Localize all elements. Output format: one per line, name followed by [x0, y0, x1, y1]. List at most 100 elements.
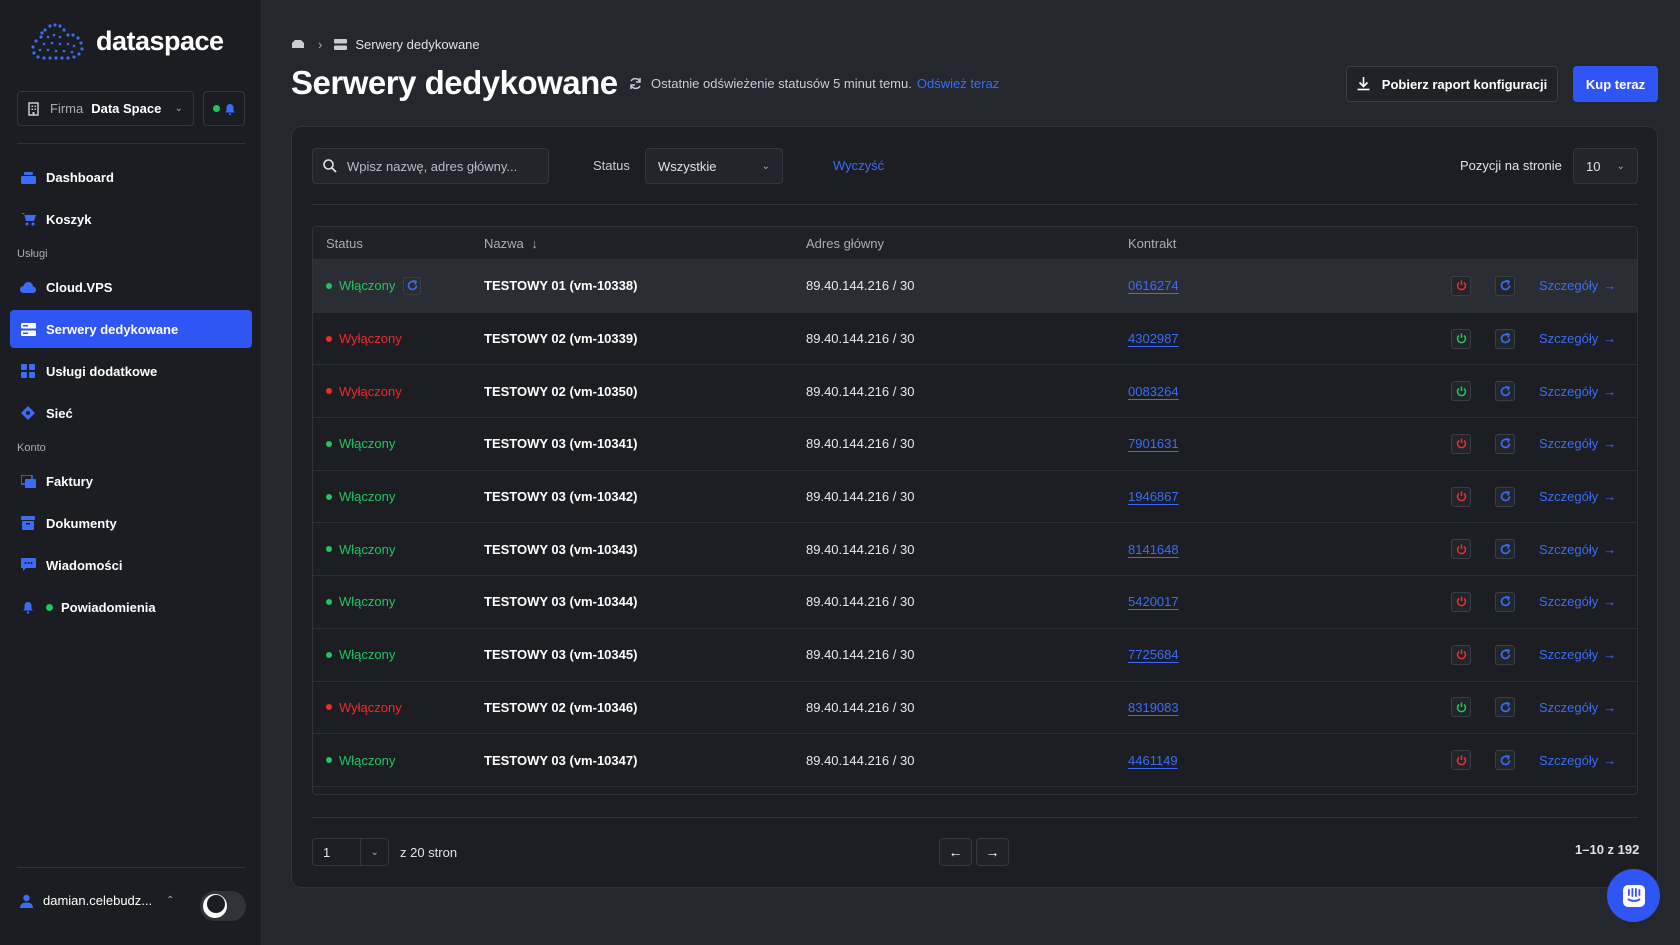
table-row[interactable]: Włączony TESTOWY 03 (vm-10344) 89.40.144.2… [313, 576, 1637, 629]
chevron-down-icon: ⌄ [360, 839, 388, 865]
details-link[interactable]: Szczegóły → [1539, 436, 1616, 451]
restart-button[interactable] [1495, 644, 1515, 665]
chat-widget-button[interactable] [1607, 869, 1660, 922]
column-address: Adres główny [806, 235, 885, 251]
table-row[interactable]: Wyłączony TESTOWY 02 (vm-10339) 89.40.144.… [313, 313, 1637, 366]
status-label: Włączony [339, 436, 396, 452]
contract-link[interactable]: 8141648 [1128, 541, 1179, 557]
status-label: Wyłączony [339, 331, 402, 347]
sidebar-item-cart[interactable]: Koszyk [10, 200, 252, 238]
details-link[interactable]: Szczegóły → [1539, 278, 1616, 293]
network-icon [20, 405, 36, 421]
details-link[interactable]: Szczegóły → [1539, 594, 1616, 609]
status-label: Włączony [339, 278, 396, 294]
restart-button[interactable] [1495, 750, 1515, 771]
power-off-button[interactable] [1451, 275, 1471, 296]
table-row[interactable]: Włączony TESTOWY 01 (vm-10338) 89.40.144.2… [313, 260, 1637, 313]
notifications-button[interactable] [203, 91, 245, 126]
details-link[interactable]: Szczegóły → [1539, 384, 1616, 399]
search-input[interactable] [347, 158, 527, 174]
user-menu[interactable]: damian.celebudz... ⌃ [20, 893, 245, 908]
per-page-select[interactable]: 10 ⌄ [1573, 148, 1638, 184]
search-icon [323, 159, 337, 173]
power-off-button[interactable] [1451, 644, 1471, 665]
restart-button[interactable] [1495, 275, 1515, 296]
sidebar-item-invoices[interactable]: Faktury [10, 462, 252, 500]
download-report-label: Pobierz raport konfiguracji [1381, 76, 1548, 92]
home-icon[interactable] [292, 37, 304, 52]
sidebar-item-network[interactable]: Sieć [10, 394, 252, 432]
sidebar-item-additional-services[interactable]: Usługi dodatkowe [10, 352, 252, 390]
power-off-button[interactable] [1451, 433, 1471, 454]
table-row[interactable]: Wyłączony TESTOWY 02 (vm-10346) 89.40.144.… [313, 682, 1637, 735]
restart-button[interactable] [1495, 591, 1515, 612]
table-row[interactable]: Włączony TESTOWY 03 (vm-10345) 89.40.144.2… [313, 629, 1637, 682]
sidebar-item-label: Wiadomości [46, 557, 123, 573]
search-box[interactable] [312, 148, 549, 184]
power-off-button[interactable] [1451, 539, 1471, 560]
company-selector[interactable]: Firma Data Space ⌄ [17, 91, 194, 126]
server-icon [334, 39, 348, 50]
restart-button[interactable] [1495, 539, 1515, 560]
power-off-button[interactable] [1451, 486, 1471, 507]
contract-link[interactable]: 8319083 [1128, 699, 1179, 715]
sidebar-item-cloud-vps[interactable]: Cloud.VPS [10, 268, 252, 306]
table-row[interactable]: Wyłączony TESTOWY 02 (vm-10350) 89.40.144.… [313, 365, 1637, 419]
sidebar-item-label: Koszyk [46, 211, 92, 227]
power-on-button[interactable] [1451, 328, 1471, 349]
theme-toggle[interactable] [200, 891, 246, 921]
buy-now-button[interactable]: Kup teraz [1573, 66, 1658, 102]
status-dot [326, 546, 332, 553]
restart-button[interactable] [1495, 697, 1515, 718]
contract-link[interactable]: 0616274 [1128, 278, 1179, 294]
restart-button[interactable] [1495, 433, 1515, 454]
download-report-button[interactable]: Pobierz raport konfiguracji [1346, 66, 1558, 102]
sidebar-item-notifications[interactable]: Powiadomienia [10, 588, 252, 626]
contract-link[interactable]: 0083264 [1128, 383, 1179, 399]
brand-logo[interactable]: dataspace [30, 22, 224, 60]
details-link[interactable]: Szczegóły → [1539, 542, 1616, 557]
details-link[interactable]: Szczegóły → [1539, 331, 1616, 346]
table-row[interactable]: Włączony TESTOWY 03 (vm-10343) 89.40.144.2… [313, 523, 1637, 577]
details-link[interactable]: Szczegóły → [1539, 489, 1616, 504]
power-on-button[interactable] [1451, 381, 1471, 402]
contract-link[interactable]: 1946867 [1128, 489, 1179, 505]
sidebar-item-label: Dashboard [46, 169, 114, 185]
details-link[interactable]: Szczegóły → [1539, 753, 1616, 768]
table-row[interactable]: Włączony TESTOWY 03 (vm-10342) 89.40.144.2… [313, 471, 1637, 524]
details-link[interactable]: Szczegóły → [1539, 700, 1616, 715]
server-address: 89.40.144.216 / 30 [806, 594, 915, 610]
clear-filters-link[interactable]: Wyczyść [833, 158, 885, 173]
sidebar-item-messages[interactable]: Wiadomości [10, 546, 252, 584]
column-name[interactable]: Nazwa ↓ [484, 236, 538, 251]
online-status-dot [212, 105, 220, 112]
power-on-button[interactable] [1451, 697, 1471, 718]
server-name: TESTOWY 02 (vm-10346) [484, 699, 638, 715]
contract-link[interactable]: 7725684 [1128, 647, 1179, 663]
page-select[interactable]: 1 ⌄ [312, 838, 389, 866]
contract-link[interactable]: 5420017 [1128, 594, 1179, 610]
sidebar-item-documents[interactable]: Dokumenty [10, 504, 252, 542]
contract-link[interactable]: 4302987 [1128, 331, 1179, 347]
restart-icon [1500, 596, 1511, 607]
sidebar-item-dedicated-servers[interactable]: Serwery dedykowane [10, 310, 252, 348]
next-page-button[interactable]: → [976, 838, 1009, 866]
sidebar-item-dashboard[interactable]: Dashboard [10, 158, 252, 196]
contract-link[interactable]: 4461149 [1128, 752, 1178, 768]
details-label: Szczegóły [1539, 331, 1599, 347]
details-link[interactable]: Szczegóły → [1539, 647, 1616, 662]
restart-button[interactable] [1495, 328, 1515, 349]
page-title: Serwery dedykowane [291, 64, 618, 101]
table-row[interactable]: Włączony TESTOWY 03 (vm-10347) 89.40.144.2… [313, 734, 1637, 787]
contract-link[interactable]: 7901631 [1128, 436, 1179, 452]
power-off-button[interactable] [1451, 591, 1471, 612]
dashboard-icon [20, 169, 36, 185]
refresh-status-icon[interactable] [403, 276, 422, 295]
table-row[interactable]: Włączony TESTOWY 03 (vm-10341) 89.40.144.2… [313, 418, 1637, 471]
status-filter-select[interactable]: Wszystkie ⌄ [645, 148, 783, 184]
prev-page-button[interactable]: ← [939, 838, 972, 866]
refresh-now-link[interactable]: Odśwież teraz [916, 76, 1000, 91]
power-off-button[interactable] [1451, 750, 1471, 771]
restart-button[interactable] [1495, 486, 1515, 507]
restart-button[interactable] [1495, 381, 1515, 402]
